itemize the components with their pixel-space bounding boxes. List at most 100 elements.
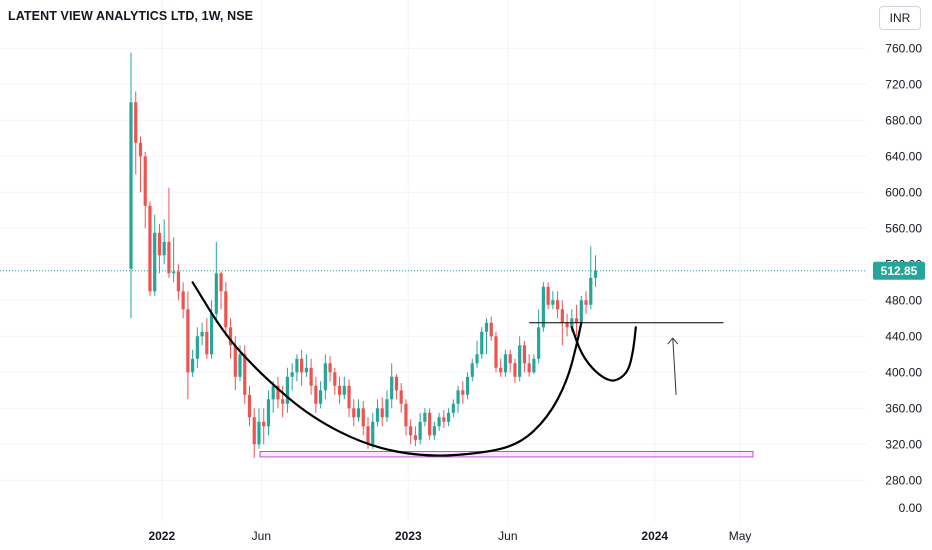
candle-body [442,417,446,422]
candle-body [129,102,133,269]
chart-title: LATENT VIEW ANALYTICS LTD, 1W, NSE [8,9,254,23]
y-tick-label: 720.00 [885,77,922,91]
candle-body [532,358,536,373]
candle-body [319,390,323,404]
currency-button[interactable]: INR [879,6,921,30]
handle-curve [570,326,637,382]
candle-up [537,309,541,364]
candle-down [556,291,560,319]
candle-up [295,354,299,382]
candle-down [252,408,256,458]
candle-down [176,264,180,301]
candle-body [281,399,285,404]
candle-up [209,300,214,359]
candle-body [461,390,465,395]
candle-body [361,408,365,427]
candle-body [428,412,432,436]
candle-body [337,385,342,395]
candle-body [556,300,560,310]
candle-up [541,282,545,332]
candle-body [390,376,394,400]
candle-body [356,408,361,418]
candle-body [153,232,157,292]
y-tick-label: 640.00 [885,149,922,163]
candle-up [532,354,536,375]
candle-down [134,91,138,175]
candle-body [499,367,503,373]
candle-up [271,381,275,413]
candle-up [285,367,290,413]
candle-up [290,363,294,391]
candle-body [404,403,408,427]
candle-body [423,412,427,422]
candle-body [134,102,138,143]
candle-body [579,300,583,323]
cup-and-handle-drawing [191,281,724,457]
candle-body [162,241,166,256]
candle-down [167,187,171,278]
candle-up [423,408,427,427]
candle-body [205,331,209,355]
last-price-badge [873,261,925,280]
candle-down [409,419,413,445]
y-tick-label: 360.00 [885,401,922,415]
candle-up [385,390,389,422]
candle-body [290,372,294,377]
candle-body [522,345,527,364]
y-tick-label: 600.00 [885,185,922,199]
candle-down [522,340,527,373]
candle-body [371,421,375,445]
candle-up [503,349,508,377]
candle-up [214,241,218,323]
candle-down [404,399,408,436]
candle-down [527,354,531,377]
candle-up [456,385,460,413]
candle-body [494,336,498,368]
candlestick-series [129,52,598,458]
candle-down [352,399,356,427]
y-tick-label: 400.00 [885,365,922,379]
candle-down [186,291,190,400]
candle-body [300,358,304,373]
candle-body [437,417,441,427]
y-tick-label: 440.00 [885,329,922,343]
candle-body [276,385,280,400]
candle-down [333,367,337,395]
candle-up [432,421,436,440]
candle-body [518,345,522,377]
candle-down [546,282,550,310]
candle-body [593,270,598,278]
candle-up [200,322,204,346]
candle-down [347,379,351,418]
candle-body [413,435,417,440]
candle-body [380,408,384,418]
candle-body [409,426,413,436]
candle-down [442,410,446,429]
candle-up [172,237,176,283]
candle-body [314,385,318,404]
candle-down [428,408,432,440]
candle-body [143,156,147,206]
candle-down [413,426,417,447]
candle-down [494,331,498,373]
candle-body [271,385,275,400]
x-tick-label: Jun [498,529,517,543]
candle-body [243,354,247,395]
time-axis[interactable]: 2022 Jun 2023 Jun 2024 May [148,529,751,543]
candle-down [337,376,342,404]
candle-up [304,354,308,377]
candle-down [461,381,465,404]
candle-body [480,331,484,355]
y-tick-label: 320.00 [885,437,922,451]
last-price-label: 512.85 [881,264,918,278]
candle-up [484,318,489,355]
candle-up [129,52,133,319]
x-tick-label: 2024 [641,529,668,543]
candle-body [503,354,508,373]
candle-up [593,255,598,287]
candle-down [219,271,223,310]
candle-body [589,277,593,305]
candle-body [323,363,327,391]
candle-body [219,273,223,292]
